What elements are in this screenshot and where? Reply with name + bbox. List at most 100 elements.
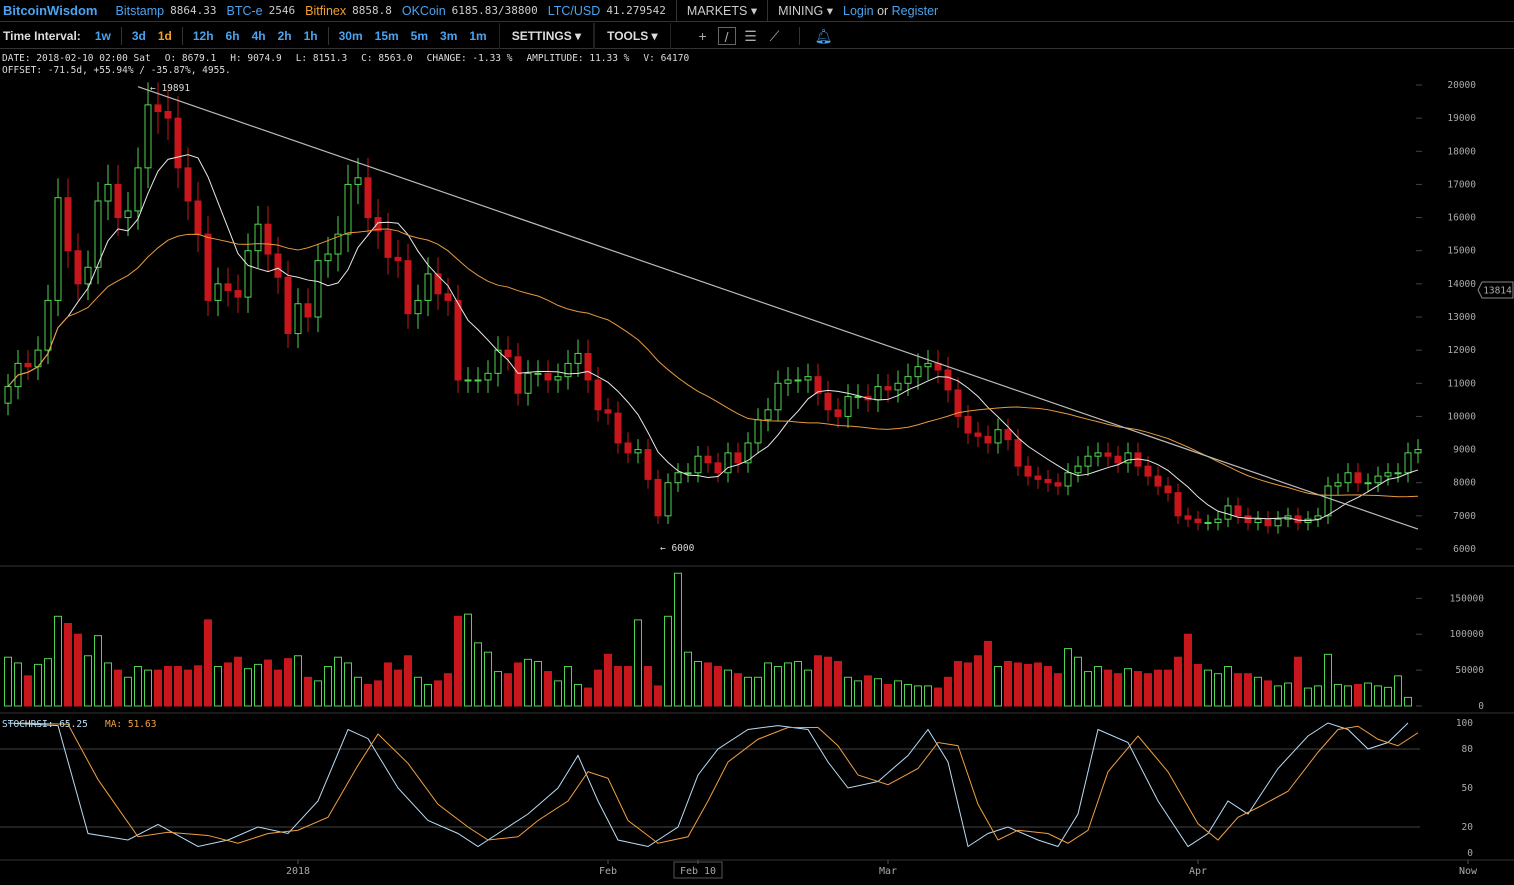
price-tick-label: 12000	[1447, 345, 1476, 356]
candle-up	[674, 472, 682, 484]
candle-down	[824, 392, 832, 411]
ticker-okcoin[interactable]: OKCoin	[401, 3, 446, 18]
volume-bar	[294, 655, 302, 707]
trendline-icon[interactable]: /	[717, 26, 736, 45]
ma-fast-line	[7, 154, 1419, 522]
price-tick-label: 8000	[1453, 478, 1476, 489]
candle-down	[984, 435, 992, 444]
price-tick-label: 18000	[1447, 146, 1476, 157]
candle-up	[354, 177, 362, 185]
interval-1h[interactable]: 1h	[303, 28, 318, 43]
interval-3m[interactable]: 3m	[440, 28, 458, 43]
volume-bar	[64, 622, 72, 707]
volume-bar	[1014, 662, 1022, 707]
horizontal-lines-icon[interactable]: ☰	[744, 27, 757, 44]
volume-bar	[224, 662, 232, 707]
volume-bar	[614, 666, 622, 707]
volume-bar	[274, 669, 282, 707]
volume-bar	[464, 613, 472, 707]
logo[interactable]: BitcoinWisdom	[3, 3, 98, 18]
volume-bar	[854, 680, 862, 707]
candle-up	[744, 442, 752, 464]
register-link[interactable]: Register	[891, 3, 939, 18]
volume-bar	[1294, 656, 1302, 707]
candle-up	[534, 372, 542, 375]
login-link[interactable]: Login	[843, 3, 874, 18]
candle-down	[364, 177, 372, 219]
volume-bar	[934, 687, 942, 707]
volume-bar	[374, 680, 382, 707]
interval-1w[interactable]: 1w	[94, 28, 111, 43]
candle-up	[874, 386, 882, 401]
interval-1m[interactable]: 1m	[469, 28, 487, 43]
candle-down	[164, 111, 172, 119]
candle-down	[1234, 505, 1242, 517]
candle-up	[924, 362, 932, 368]
settings-dropdown[interactable]: SETTINGS ▾	[498, 22, 595, 49]
volume-bar	[1114, 673, 1122, 707]
candle-down	[1264, 518, 1272, 527]
interval-15m[interactable]: 15m	[374, 28, 399, 43]
crosshair-icon[interactable]: +	[698, 27, 707, 44]
interval-12h[interactable]: 12h	[192, 28, 214, 43]
price-tick-label: 19000	[1447, 113, 1476, 124]
candle-down	[1114, 455, 1122, 464]
interval-30m[interactable]: 30m	[338, 28, 363, 43]
fan-icon[interactable]: ⟋	[769, 27, 780, 44]
volume-bar	[474, 642, 482, 707]
crosshair-price: 13814	[1483, 286, 1512, 297]
candle-up	[334, 233, 342, 255]
candle-down	[1044, 478, 1052, 484]
mining-menu[interactable]: MINING ▾	[767, 0, 843, 22]
candle-down	[304, 303, 312, 318]
interval-4h[interactable]: 4h	[251, 28, 266, 43]
candle-up	[524, 372, 532, 394]
ticker-ltcusd[interactable]: LTC/USD	[547, 3, 601, 18]
candle-down	[1354, 472, 1362, 484]
interval-2h[interactable]: 2h	[277, 28, 292, 43]
candle-up	[324, 253, 332, 262]
x-tick-label: Feb 10	[680, 866, 716, 877]
volume-bar	[764, 662, 772, 707]
stochrsi-ma-line	[17, 722, 1419, 844]
info-offset: OFFSET: -71.5d, +55.94% / -35.87%, 4955.	[2, 65, 231, 76]
candle-up	[464, 379, 472, 382]
interval-3d[interactable]: 3d	[131, 28, 146, 43]
stochrsi-value: STOCHRSI: 65.25	[2, 719, 88, 730]
volume-bar	[234, 656, 242, 707]
volume-bar	[884, 683, 892, 707]
candle-down	[394, 256, 402, 262]
ticker-btce[interactable]: BTC-e	[226, 3, 263, 18]
volume-bar	[814, 655, 822, 707]
ticker-bitfinex[interactable]: Bitfinex	[305, 3, 347, 18]
candle-down	[24, 362, 32, 368]
ticker-bitstamp[interactable]: Bitstamp	[115, 3, 165, 18]
candle-down	[404, 260, 412, 315]
interval-1d[interactable]: 1d	[157, 28, 172, 43]
bell-icon[interactable]: 🔔︎	[814, 27, 833, 44]
volume-bar	[104, 662, 112, 707]
price-tick-label: 15000	[1447, 246, 1476, 257]
price-tick-label: 6000	[1453, 544, 1476, 555]
candle-up	[1214, 518, 1222, 523]
candle-down	[204, 233, 212, 301]
interval-6h[interactable]: 6h	[225, 28, 240, 43]
volume-bar	[314, 680, 322, 707]
tools-dropdown[interactable]: TOOLS ▾	[594, 22, 671, 49]
volume-bar	[14, 662, 22, 707]
interval-5m[interactable]: 5m	[410, 28, 429, 43]
volume-bar	[1334, 683, 1342, 707]
volume-bar	[1154, 669, 1162, 707]
candle-up	[104, 183, 112, 202]
candle-down	[1164, 485, 1172, 494]
candle-down	[1014, 439, 1022, 467]
candle-up	[1074, 465, 1082, 474]
volume-bar	[364, 683, 372, 707]
candle-up	[694, 455, 702, 474]
volume-bar	[1094, 666, 1102, 707]
markets-menu[interactable]: MARKETS ▾	[675, 0, 767, 22]
volume-bar	[244, 668, 252, 707]
volume-bar	[894, 680, 902, 707]
volume-bar	[394, 669, 402, 707]
